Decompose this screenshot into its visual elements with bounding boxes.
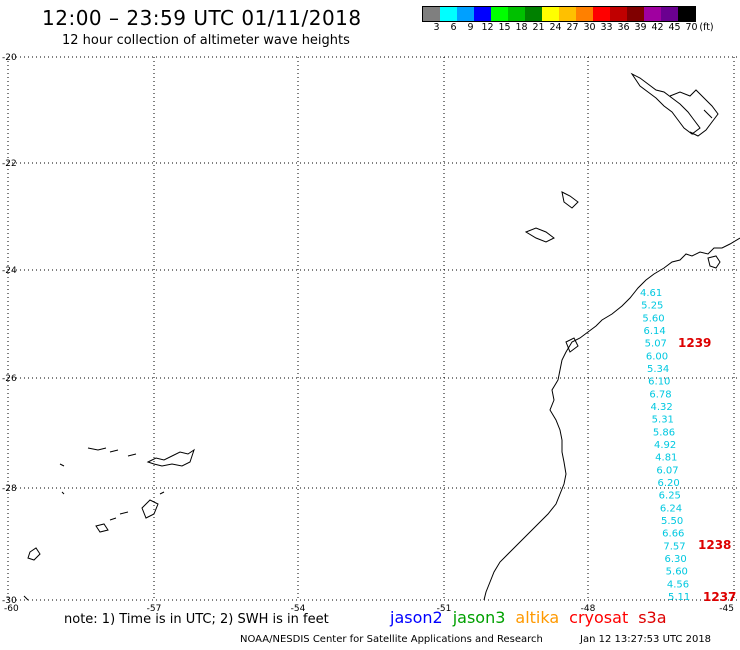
coastline-mainland	[483, 237, 740, 601]
swh-value: 6.30	[665, 554, 687, 565]
island-group-mid	[524, 191, 579, 243]
legend-swatch	[559, 7, 576, 21]
latitude-label: -26	[2, 374, 17, 384]
credit-line: NOAA/NESDIS Center for Satellite Applica…	[240, 634, 543, 645]
legend-label: 42	[651, 22, 664, 33]
legend-swatch	[525, 7, 542, 21]
map-grid	[7, 56, 740, 601]
legend-swatch	[508, 7, 525, 21]
latitude-label: -22	[2, 159, 17, 169]
latitude-labels: -20 -22 -24 -26 -28 -30	[2, 53, 17, 606]
legend-unit: (ft)	[699, 22, 714, 33]
swh-value: 5.60	[642, 313, 664, 324]
latitude-label: -30	[2, 596, 17, 606]
legend-swatch	[678, 7, 695, 21]
footer-note: note: 1) Time is in UTC; 2) SWH is in fe…	[64, 612, 329, 627]
island-group-west	[23, 447, 195, 601]
swh-value: 6.07	[656, 465, 678, 476]
legend-label: 70	[685, 22, 698, 33]
pass-label: 1239	[678, 336, 711, 350]
longitude-label: -51	[437, 604, 452, 614]
swh-value: 5.60	[666, 567, 688, 578]
satellite-legend-item: altika	[515, 608, 560, 627]
swh-value: 6.25	[659, 491, 681, 502]
legend-swatch	[474, 7, 491, 21]
legend-label: 21	[532, 22, 545, 33]
color-scale-legend	[422, 6, 696, 22]
swh-value: 5.11	[668, 592, 690, 603]
pass-labels: 1239 1238 1237	[678, 336, 736, 604]
legend-label: 12	[481, 22, 494, 33]
swh-value: 7.57	[663, 541, 685, 552]
legend-swatch	[661, 7, 678, 21]
legend-swatch	[491, 7, 508, 21]
swh-value: 6.10	[648, 377, 670, 388]
swh-value: 6.14	[644, 326, 666, 337]
swh-value: 4.92	[654, 440, 676, 451]
swh-value: 5.07	[645, 339, 667, 350]
legend-swatch	[457, 7, 474, 21]
longitude-label: -48	[581, 604, 596, 614]
satellite-legend-item: jason3	[452, 608, 506, 627]
legend-label: 15	[498, 22, 511, 33]
longitude-labels: -60 -57 -54 -51 -48 -45	[4, 604, 734, 614]
map-subtitle: 12 hour collection of altimeter wave hei…	[62, 33, 350, 48]
legend-label: 45	[668, 22, 681, 33]
legend-swatch	[542, 7, 559, 21]
coastline	[23, 72, 740, 601]
latitude-label: -20	[2, 53, 17, 63]
satellite-legend-item: cryosat	[569, 608, 629, 627]
legend-label: 3	[433, 22, 440, 33]
bay-inlet	[565, 337, 579, 353]
swh-value: 4.32	[651, 402, 673, 413]
legend-swatch	[440, 7, 457, 21]
legend-label: 27	[566, 22, 579, 33]
swh-value: 5.86	[653, 427, 675, 438]
legend-label: 30	[583, 22, 596, 33]
swh-value: 4.81	[655, 453, 677, 464]
latitude-label: -24	[2, 266, 17, 276]
legend-label: 9	[467, 22, 474, 33]
swh-value: 6.00	[646, 351, 668, 362]
legend-swatch	[610, 7, 627, 21]
pass-label: 1237	[703, 590, 736, 604]
swh-value: 6.20	[658, 478, 680, 489]
swh-value: 6.66	[662, 529, 684, 540]
legend-swatch	[423, 7, 440, 21]
latitude-label: -28	[2, 484, 17, 494]
swh-value: 6.24	[660, 503, 682, 514]
swh-value: 5.50	[661, 516, 683, 527]
legend-label: 24	[549, 22, 562, 33]
legend-swatch	[593, 7, 610, 21]
legend-swatch	[627, 7, 644, 21]
generation-timestamp: Jan 12 13:27:53 UTC 2018	[580, 634, 712, 645]
satellite-legend-item: s3a	[638, 608, 667, 627]
swh-value: 6.78	[649, 389, 671, 400]
lagoon	[707, 255, 721, 269]
satellite-legend-item: jason2	[390, 608, 443, 627]
map-title: 12:00 – 23:59 UTC 01/11/2018	[42, 6, 362, 30]
swh-value: 4.61	[640, 288, 662, 299]
swh-value: 5.34	[647, 364, 669, 375]
swh-value: 4.56	[667, 579, 689, 590]
longitude-label: -45	[719, 604, 734, 614]
legend-label: 36	[617, 22, 630, 33]
legend-label: 18	[515, 22, 528, 33]
longitude-label: -57	[147, 604, 162, 614]
legend-label: 33	[600, 22, 613, 33]
swh-value: 5.25	[641, 301, 663, 312]
longitude-label: -60	[4, 604, 19, 614]
swh-value-track: 4.615.255.606.145.076.005.346.106.784.32…	[640, 288, 690, 603]
legend-label: 39	[634, 22, 647, 33]
satellite-legend: jason2 jason3 altika cryosat s3a	[390, 608, 677, 627]
pass-label: 1238	[698, 538, 731, 552]
longitude-label: -54	[291, 604, 306, 614]
swh-value: 5.31	[652, 415, 674, 426]
legend-swatch	[644, 7, 661, 21]
island-group-north	[630, 72, 719, 137]
legend-swatch	[576, 7, 593, 21]
legend-label: 6	[450, 22, 457, 33]
